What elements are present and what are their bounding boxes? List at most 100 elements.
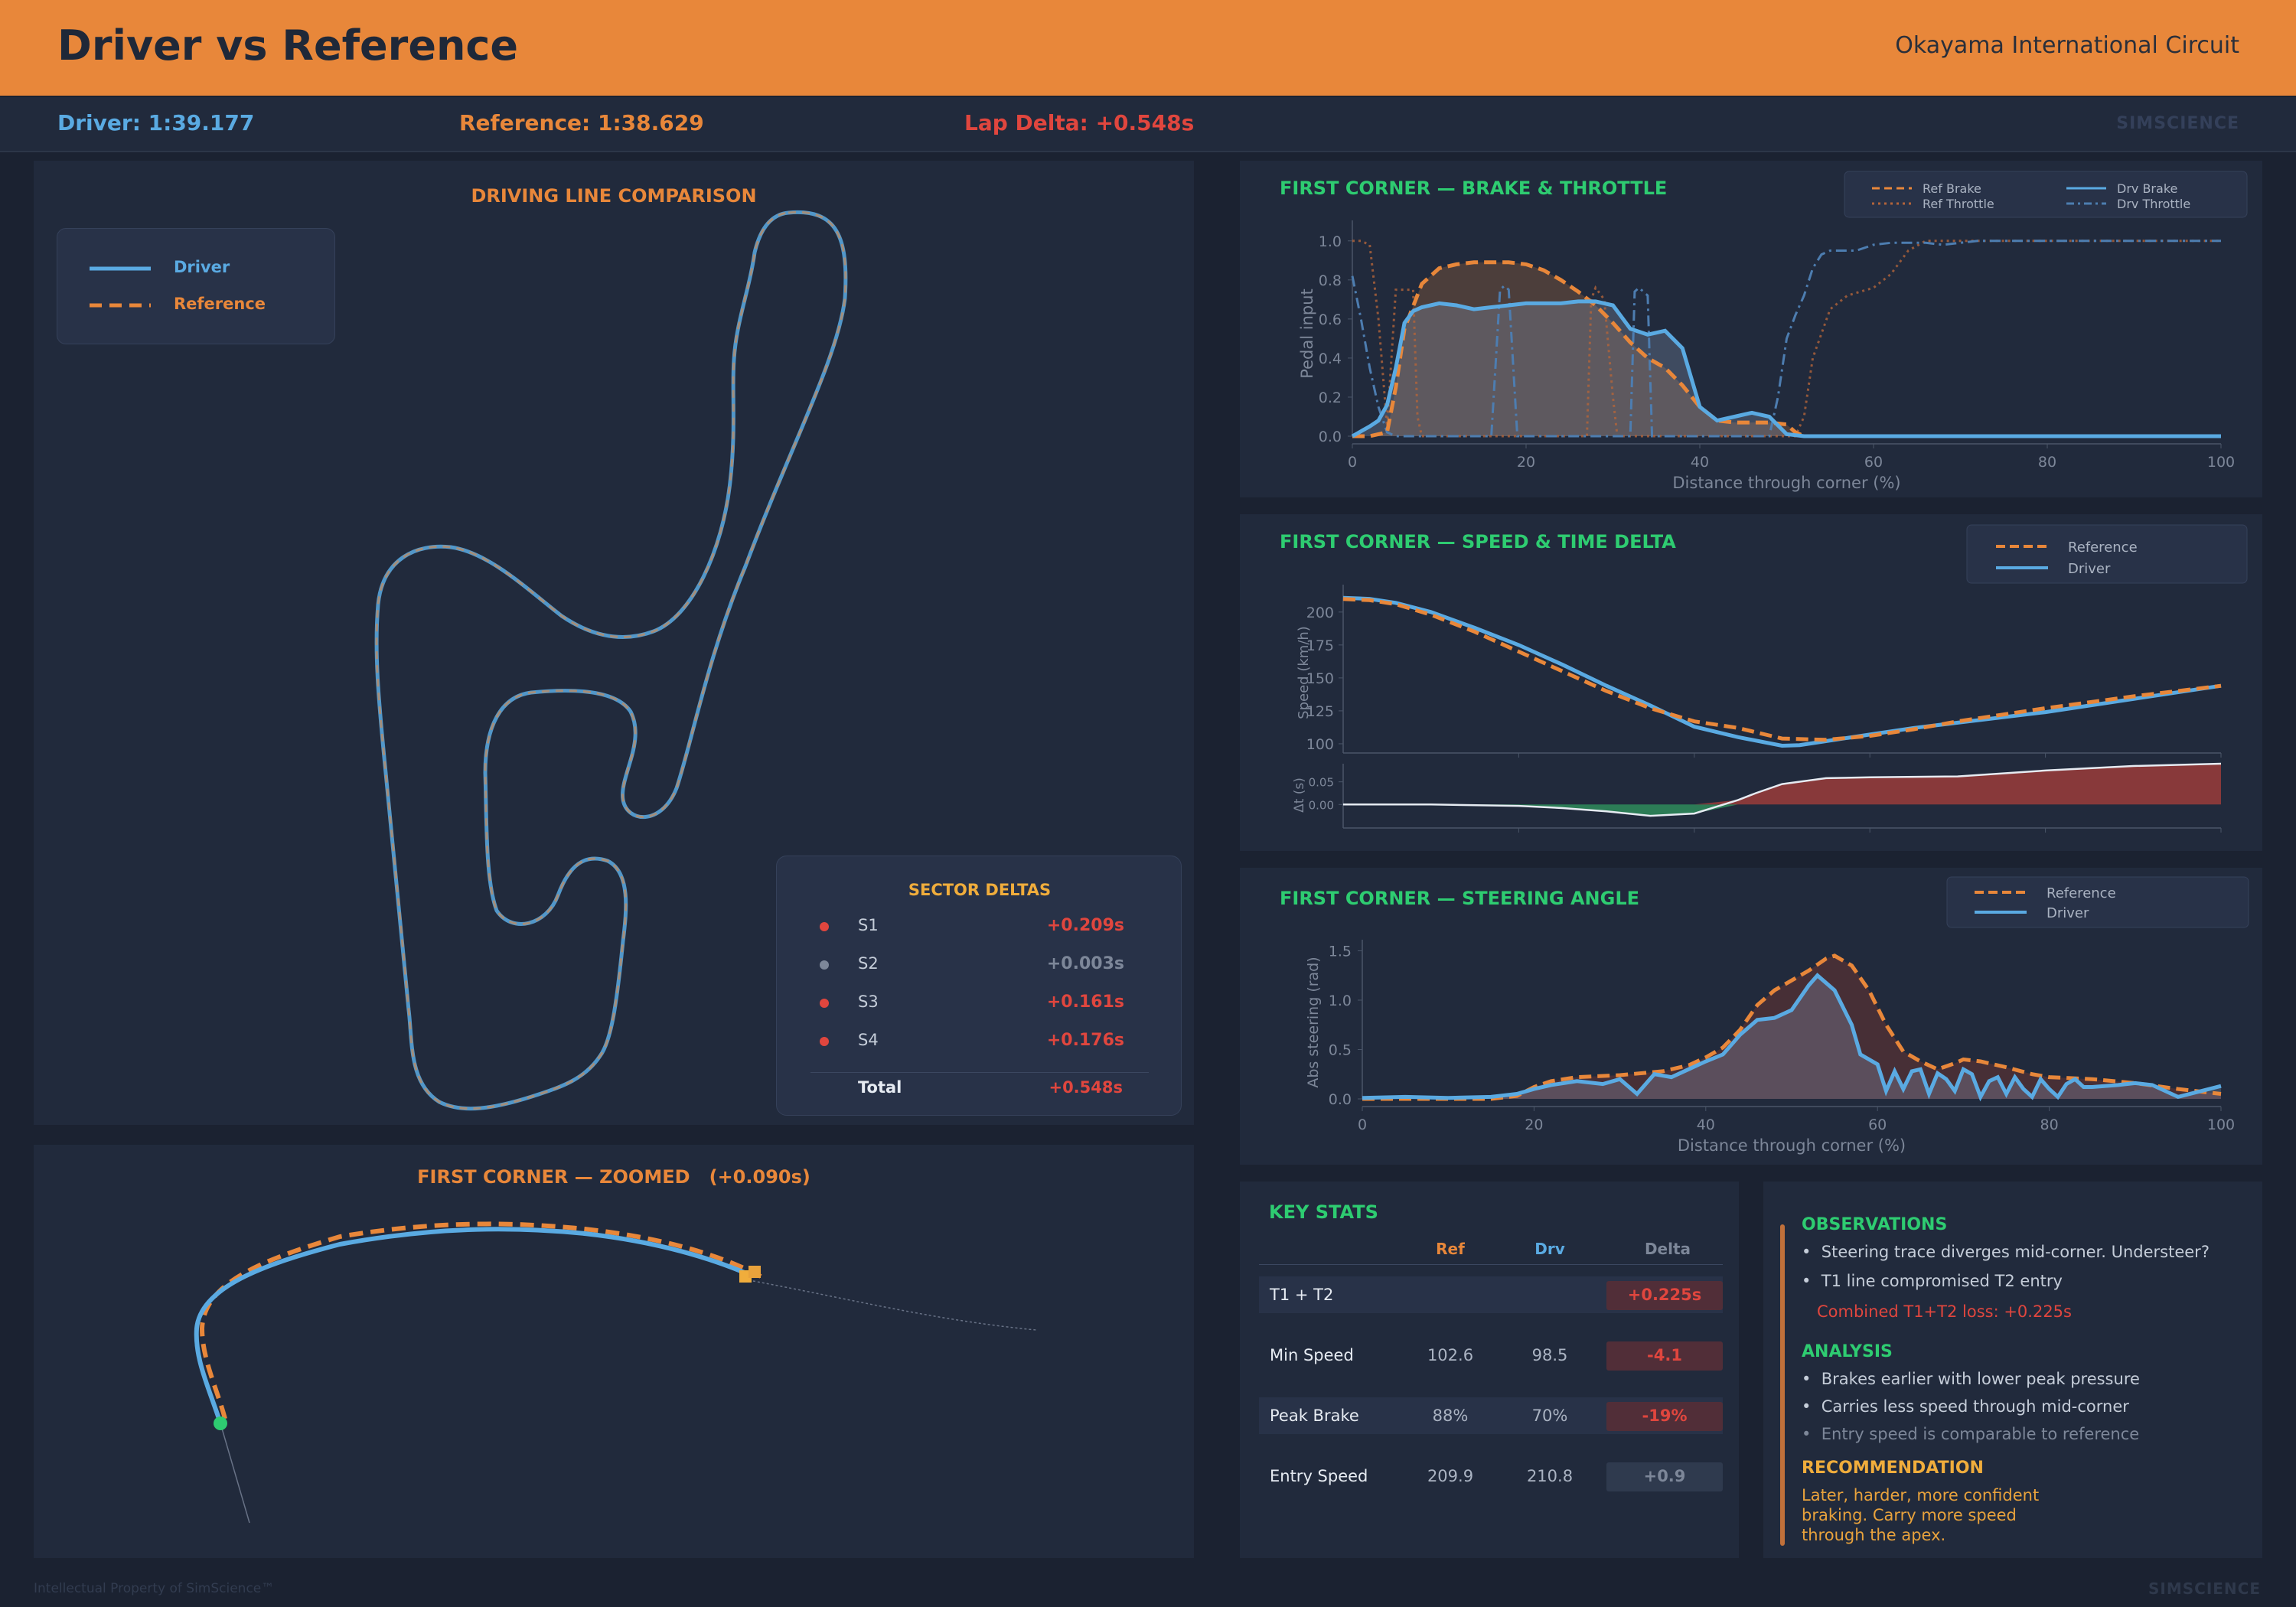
stat-label: Min Speed bbox=[1270, 1346, 1354, 1364]
table-row: Peak Brake 88% 70% -19% bbox=[1259, 1397, 1723, 1434]
sector-delta: +0.161s bbox=[1046, 993, 1124, 1012]
reference-lap-time: Reference: 1:38.629 bbox=[459, 110, 704, 135]
y-tick-label: 0.8 bbox=[1319, 272, 1342, 289]
sector-name: S3 bbox=[858, 993, 879, 1011]
x-tick-label: 60 bbox=[1868, 1116, 1887, 1133]
y-tick-label: 1.0 bbox=[1319, 233, 1342, 250]
steering-chart: 0.0 0.5 1.0 1.5 0 20 40 60 80 100 Distance through… bbox=[1305, 876, 2249, 1155]
x-tick-label: 0 bbox=[1348, 454, 1357, 471]
stat-delta: +0.9 bbox=[1643, 1467, 1686, 1485]
zoom-start-marker bbox=[214, 1416, 227, 1430]
zoom-extension-exit bbox=[752, 1280, 1037, 1331]
sector-dot bbox=[820, 1037, 829, 1046]
stat-label: Entry Speed bbox=[1270, 1467, 1368, 1485]
y-tick-label: 100 bbox=[1306, 736, 1334, 753]
key-stats-header-drv: Drv bbox=[1534, 1240, 1565, 1258]
line-legend-swatches bbox=[90, 266, 151, 308]
recommendation-line: braking. Carry more speed bbox=[1802, 1506, 2017, 1524]
analysis-title: ANALYSIS bbox=[1802, 1342, 1893, 1361]
brake-throttle-title: FIRST CORNER — BRAKE & THROTTLE bbox=[1280, 178, 1668, 199]
zoomed-corner-title: FIRST CORNER — ZOOMED (+0.090s) bbox=[417, 1166, 810, 1188]
stat-ref: 209.9 bbox=[1427, 1467, 1474, 1485]
table-row: Min Speed 102.6 98.5 -4.1 bbox=[1259, 1337, 1723, 1374]
zoom-end-marker-reference bbox=[748, 1266, 761, 1278]
stat-drv: 210.8 bbox=[1526, 1467, 1574, 1485]
legend-label: Ref Brake bbox=[1923, 181, 1981, 196]
sector-row: S1 +0.209s bbox=[777, 911, 1182, 942]
y-tick-label: 0.5 bbox=[1329, 1041, 1352, 1058]
sector-dot bbox=[820, 960, 829, 970]
driver-speed-line bbox=[1342, 595, 2222, 748]
drv-throttle-line bbox=[1351, 240, 2221, 438]
stat-drv bbox=[1512, 1276, 1588, 1313]
driving-line-title: DRIVING LINE COMPARISON bbox=[471, 185, 757, 207]
notes-panel: OBSERVATIONS • Steering trace diverges m… bbox=[1763, 1182, 2262, 1558]
sector-divider bbox=[810, 1072, 1149, 1073]
stat-ref: 88% bbox=[1432, 1407, 1469, 1425]
track-line-reference bbox=[375, 210, 847, 1110]
y-tick-label: 125 bbox=[1306, 703, 1334, 720]
y-axis-label: Speed (km/h) bbox=[1296, 626, 1312, 719]
observation-item: • T1 line compromised T2 entry bbox=[1802, 1272, 2063, 1290]
zoom-extension-entry bbox=[220, 1423, 250, 1524]
time-delta-line bbox=[1343, 762, 2222, 817]
ref-brake-line bbox=[1352, 260, 2221, 438]
brand-mark: SIMSCIENCE bbox=[2116, 114, 2239, 133]
x-tick-label: 100 bbox=[2207, 1116, 2235, 1133]
legend-label: Driver bbox=[2068, 561, 2111, 577]
sector-row: S4 +0.176s bbox=[777, 1026, 1182, 1057]
subplot-y-axis-label: Δt (s) bbox=[1292, 777, 1307, 813]
zoomed-corner-map bbox=[194, 1221, 1037, 1524]
recommendation-line: Later, harder, more confident bbox=[1802, 1486, 2040, 1504]
driver-steering-line bbox=[1362, 973, 2222, 1102]
analysis-item: • Carries less speed through mid-corner bbox=[1802, 1397, 2129, 1416]
legend-label: Reference bbox=[2047, 885, 2116, 901]
speed-delta-title: FIRST CORNER — SPEED & TIME DELTA bbox=[1280, 531, 1676, 553]
sector-dot bbox=[820, 999, 829, 1008]
speed-delta-panel: FIRST CORNER — SPEED & TIME DELTA 100 125… bbox=[1240, 514, 2262, 851]
y-tick-label: 0.6 bbox=[1319, 311, 1342, 328]
y-axis-label: Abs steering (rad) bbox=[1305, 957, 1322, 1087]
legend-label: Drv Throttle bbox=[2117, 197, 2190, 211]
stat-ref bbox=[1412, 1276, 1489, 1313]
y-tick-label: 150 bbox=[1306, 670, 1334, 687]
sector-delta: +0.176s bbox=[1046, 1031, 1124, 1050]
legend-label: Reference bbox=[2068, 539, 2138, 556]
sector-name: S4 bbox=[858, 1031, 879, 1049]
subplot-y-tick-label: 0.00 bbox=[1309, 798, 1334, 812]
sector-row: S3 +0.161s bbox=[777, 988, 1182, 1019]
x-tick-label: 80 bbox=[2038, 454, 2056, 471]
zoom-line-reference bbox=[199, 1221, 762, 1420]
y-tick-label: 200 bbox=[1306, 605, 1334, 621]
delta-pill bbox=[1606, 1341, 1723, 1371]
sector-deltas-title: SECTOR DELTAS bbox=[908, 881, 1052, 899]
observations-title: OBSERVATIONS bbox=[1802, 1215, 1948, 1234]
y-tick-label: 0.0 bbox=[1329, 1091, 1352, 1108]
driver-lap-time: Driver: 1:39.177 bbox=[57, 110, 255, 135]
legend-driver-label: Driver bbox=[174, 258, 230, 276]
x-axis-label: Distance through corner (%) bbox=[1678, 1136, 1906, 1155]
ref-throttle-line bbox=[1352, 240, 2221, 438]
x-tick-label: 20 bbox=[1517, 454, 1535, 471]
sector-delta: +0.209s bbox=[1046, 916, 1124, 935]
steering-panel: FIRST CORNER — STEERING ANGLE 0.0 0.5 1.0 1… bbox=[1240, 868, 2262, 1165]
recommendation-line: through the apex. bbox=[1802, 1526, 1946, 1544]
brake-throttle-chart: 0.0 0.2 0.4 0.6 0.8 1.0 0 20 40 60 80 100 Distance t… bbox=[1298, 171, 2248, 492]
stat-drv: 70% bbox=[1531, 1407, 1568, 1425]
drv-brake-area bbox=[1352, 301, 2221, 436]
stat-delta: -19% bbox=[1642, 1407, 1688, 1425]
sector-total-value: +0.548s bbox=[1049, 1078, 1123, 1097]
table-row: T1 + T2 +0.225s bbox=[1259, 1276, 1723, 1313]
driving-line-panel: DRIVING LINE COMPARISON Driver Reference… bbox=[34, 161, 1194, 1125]
legend-label: Drv Brake bbox=[2117, 181, 2177, 196]
steering-title: FIRST CORNER — STEERING ANGLE bbox=[1280, 888, 1640, 909]
y-tick-label: 0.0 bbox=[1319, 429, 1342, 445]
sector-name: S2 bbox=[858, 954, 879, 973]
x-tick-label: 100 bbox=[2207, 454, 2235, 471]
stat-drv: 98.5 bbox=[1531, 1346, 1568, 1364]
ref-brake-area bbox=[1352, 262, 2221, 436]
brake-throttle-panel: FIRST CORNER — BRAKE & THROTTLE 0.0 0.2 0.… bbox=[1240, 161, 2262, 497]
analysis-item: • Brakes earlier with lower peak pressur… bbox=[1802, 1370, 2140, 1388]
stat-delta: -4.1 bbox=[1647, 1346, 1682, 1364]
header-bar: Driver vs Reference Okayama Internationa… bbox=[0, 0, 2296, 96]
